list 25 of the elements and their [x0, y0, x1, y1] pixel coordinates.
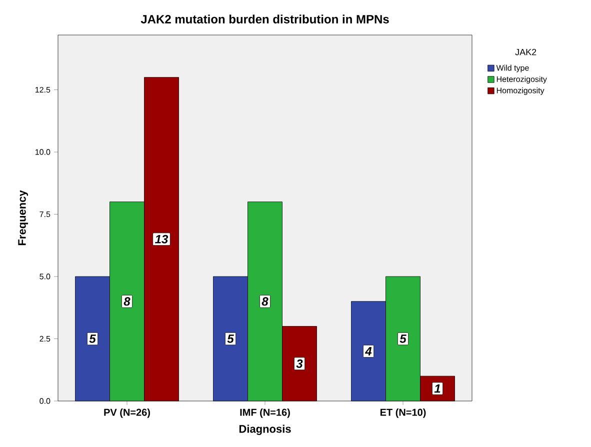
data-label: 5 — [400, 334, 406, 343]
y-tick-label: 2.5 — [40, 336, 50, 342]
y-tick-label: 10.0 — [36, 149, 50, 155]
data-label: 13 — [155, 234, 168, 244]
data-label: 4 — [364, 347, 372, 356]
x-tick-label: ET (N=10) — [380, 408, 426, 418]
x-axis-title: Diagnosis — [239, 424, 291, 436]
y-tick-label: 5.0 — [40, 274, 50, 280]
legend-label: Wild type — [496, 64, 529, 72]
y-tick-label: 7.5 — [40, 211, 50, 218]
data-label: 5 — [89, 334, 96, 343]
legend-label: Heterozigosity — [496, 76, 547, 84]
data-label: 3 — [296, 359, 303, 368]
data-label: 5 — [227, 334, 234, 343]
legend-title: JAK2 — [515, 48, 536, 56]
data-label: 8 — [262, 297, 268, 306]
data-label: 8 — [124, 297, 130, 306]
x-tick-label: PV (N=26) — [104, 408, 150, 418]
legend-label: Homozigosity — [496, 87, 544, 95]
data-label: 1 — [434, 384, 440, 393]
x-tick-label: IMF (N=16) — [240, 408, 290, 418]
y-tick-label: 12.5 — [36, 86, 50, 93]
y-axis-title: Frequency — [18, 190, 28, 246]
y-tick-label: 0.0 — [40, 398, 50, 404]
chart-title: JAK2 mutation burden distribution in MPNs — [140, 14, 389, 24]
